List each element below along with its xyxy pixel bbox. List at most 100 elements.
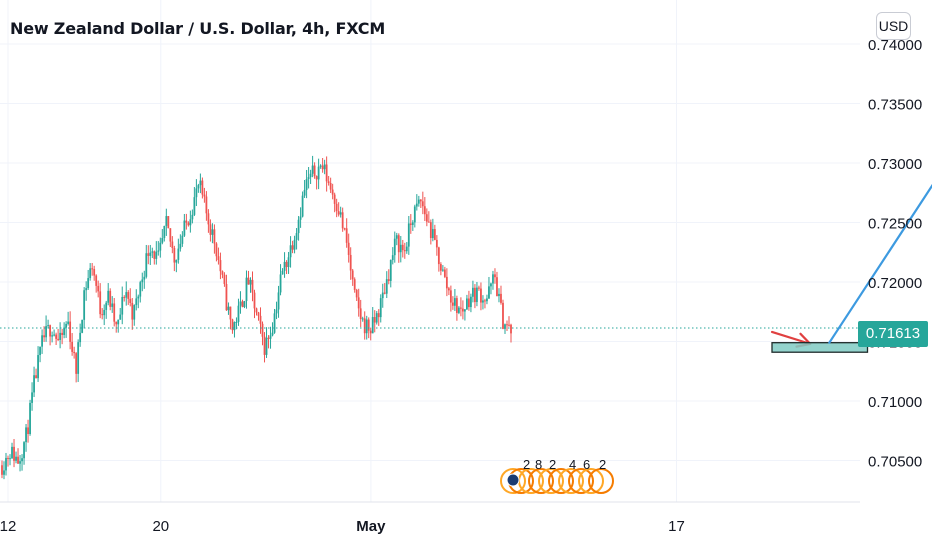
candle[interactable] <box>502 299 504 330</box>
candle[interactable] <box>500 285 502 305</box>
candle[interactable] <box>309 169 312 184</box>
candle[interactable] <box>425 208 428 227</box>
candle[interactable] <box>91 263 94 276</box>
candle[interactable] <box>149 244 152 265</box>
candle[interactable] <box>291 240 294 254</box>
candle[interactable] <box>133 304 136 326</box>
candle[interactable] <box>305 169 308 199</box>
candle[interactable] <box>377 309 380 326</box>
candle[interactable] <box>55 332 58 346</box>
candle[interactable] <box>207 209 210 233</box>
candlestick-series[interactable] <box>1 155 512 480</box>
candle[interactable] <box>381 283 384 308</box>
candle[interactable] <box>462 300 464 320</box>
candle[interactable] <box>335 198 338 218</box>
candle[interactable] <box>35 368 37 379</box>
candle[interactable] <box>297 216 300 241</box>
candle[interactable] <box>403 242 406 259</box>
candle[interactable] <box>49 324 51 346</box>
candle[interactable] <box>107 283 110 306</box>
candle[interactable] <box>241 299 244 308</box>
candle[interactable] <box>441 265 444 272</box>
candle[interactable] <box>281 268 284 275</box>
candle[interactable] <box>17 448 19 464</box>
candle[interactable] <box>187 221 190 227</box>
candle[interactable] <box>225 274 228 311</box>
candle[interactable] <box>447 286 450 296</box>
candle[interactable] <box>486 294 488 305</box>
candle[interactable] <box>443 266 446 279</box>
candle[interactable] <box>231 318 234 334</box>
candle[interactable] <box>229 306 232 330</box>
candle[interactable] <box>201 177 204 199</box>
candle[interactable] <box>109 288 112 311</box>
candle[interactable] <box>163 225 166 242</box>
candle[interactable] <box>345 218 348 248</box>
candle[interactable] <box>217 247 220 265</box>
candle[interactable] <box>25 424 27 452</box>
candle[interactable] <box>99 283 102 319</box>
candle[interactable] <box>313 162 316 179</box>
target-box[interactable] <box>771 342 869 353</box>
candle[interactable] <box>508 316 510 327</box>
candle[interactable] <box>175 259 178 273</box>
candle[interactable] <box>289 236 292 268</box>
candle[interactable] <box>141 272 144 292</box>
event-marker-circle[interactable] <box>500 468 526 494</box>
candle[interactable] <box>275 301 278 320</box>
candle[interactable] <box>488 276 490 299</box>
candle[interactable] <box>131 298 134 330</box>
candle[interactable] <box>45 315 47 342</box>
candle[interactable] <box>399 236 402 263</box>
candle[interactable] <box>123 295 126 302</box>
candle[interactable] <box>111 296 114 313</box>
candle[interactable] <box>9 454 11 466</box>
candle[interactable] <box>337 202 340 217</box>
candle[interactable] <box>179 234 182 252</box>
candle[interactable] <box>472 280 474 303</box>
candle[interactable] <box>119 307 122 320</box>
candle[interactable] <box>273 308 276 334</box>
candle[interactable] <box>57 328 60 342</box>
candle[interactable] <box>323 159 326 175</box>
candle[interactable] <box>277 285 280 318</box>
candle[interactable] <box>251 271 254 302</box>
candle[interactable] <box>257 311 260 321</box>
candle[interactable] <box>287 251 290 274</box>
candle[interactable] <box>431 218 434 242</box>
candle[interactable] <box>325 156 328 192</box>
candle[interactable] <box>97 280 100 298</box>
candle[interactable] <box>113 297 116 327</box>
candle[interactable] <box>87 269 90 290</box>
candle[interactable] <box>371 307 374 334</box>
candle[interactable] <box>480 282 482 311</box>
candle[interactable] <box>11 442 13 460</box>
candle[interactable] <box>357 288 360 317</box>
candle[interactable] <box>301 191 304 218</box>
candle[interactable] <box>59 322 62 349</box>
drawings-layer[interactable] <box>770 109 932 353</box>
candle[interactable] <box>155 241 158 265</box>
candle[interactable] <box>494 268 496 284</box>
candle[interactable] <box>365 315 368 340</box>
candle[interactable] <box>33 366 35 398</box>
candle[interactable] <box>397 233 400 263</box>
candle[interactable] <box>255 307 258 316</box>
candle[interactable] <box>71 333 74 356</box>
price-axis[interactable]: 0.705000.710000.715000.720000.725000.730… <box>868 37 922 471</box>
candle[interactable] <box>129 288 132 307</box>
candle[interactable] <box>490 282 492 295</box>
candle[interactable] <box>261 321 264 346</box>
candle[interactable] <box>395 232 398 246</box>
candle[interactable] <box>135 289 138 311</box>
candle[interactable] <box>353 277 356 293</box>
candle[interactable] <box>449 285 452 312</box>
candle[interactable] <box>157 241 160 256</box>
candle[interactable] <box>355 288 358 301</box>
candle[interactable] <box>29 399 31 436</box>
candle[interactable] <box>341 207 344 232</box>
candle[interactable] <box>283 252 286 278</box>
event-marker-circle[interactable] <box>578 468 604 494</box>
